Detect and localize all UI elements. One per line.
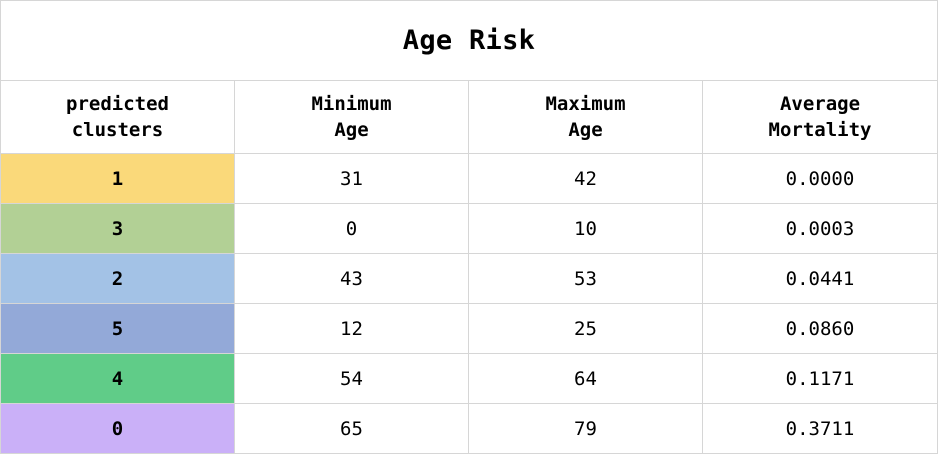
table-row: 5 12 25 0.0860 bbox=[1, 304, 937, 354]
table-row: 2 43 53 0.0441 bbox=[1, 254, 937, 304]
table-title: Age Risk bbox=[1, 1, 937, 81]
header-line: predicted bbox=[66, 93, 169, 115]
min-age-cell: 12 bbox=[235, 304, 469, 353]
table-row: 1 31 42 0.0000 bbox=[1, 154, 937, 204]
min-age-cell: 54 bbox=[235, 354, 469, 403]
header-line: Age bbox=[568, 119, 603, 141]
max-age-cell: 42 bbox=[469, 154, 703, 203]
table-body: 1 31 42 0.0000 3 0 10 0.0003 2 43 53 0.0… bbox=[1, 154, 937, 453]
min-age-cell: 0 bbox=[235, 204, 469, 253]
cluster-cell: 0 bbox=[1, 404, 235, 453]
table-row: 4 54 64 0.1171 bbox=[1, 354, 937, 404]
table-row: 0 65 79 0.3711 bbox=[1, 404, 937, 453]
avg-mortality-cell: 0.3711 bbox=[785, 417, 855, 440]
cluster-cell: 2 bbox=[1, 254, 235, 303]
table-row: 3 0 10 0.0003 bbox=[1, 204, 937, 254]
avg-mortality-cell: 0.0000 bbox=[785, 167, 855, 190]
max-age-cell: 64 bbox=[469, 354, 703, 403]
max-age-cell: 10 bbox=[469, 204, 703, 253]
header-minimum-age: Minimum Age bbox=[235, 81, 469, 153]
cluster-cell: 3 bbox=[1, 204, 235, 253]
max-age-cell: 25 bbox=[469, 304, 703, 353]
header-average-mortality: Average Mortality bbox=[703, 81, 937, 153]
avg-mortality-cell: 0.1171 bbox=[785, 367, 855, 390]
max-age-cell: 53 bbox=[469, 254, 703, 303]
cluster-cell: 1 bbox=[1, 154, 235, 203]
cluster-cell: 5 bbox=[1, 304, 235, 353]
min-age-cell: 31 bbox=[235, 154, 469, 203]
header-line: clusters bbox=[71, 119, 164, 141]
avg-mortality-cell: 0.0003 bbox=[785, 217, 855, 240]
header-maximum-age: Maximum Age bbox=[469, 81, 703, 153]
max-age-cell: 79 bbox=[469, 404, 703, 453]
header-line: Maximum bbox=[545, 93, 626, 115]
header-predicted-clusters: predicted clusters bbox=[1, 81, 235, 153]
avg-mortality-cell: 0.0441 bbox=[785, 267, 855, 290]
table-header-row: predicted clusters Minimum Age Maximum A… bbox=[1, 81, 937, 154]
min-age-cell: 43 bbox=[235, 254, 469, 303]
cluster-cell: 4 bbox=[1, 354, 235, 403]
header-line: Age bbox=[334, 119, 369, 141]
header-line: Mortality bbox=[768, 119, 872, 141]
avg-mortality-cell: 0.0860 bbox=[785, 317, 855, 340]
header-line: Minimum bbox=[311, 93, 392, 115]
min-age-cell: 65 bbox=[235, 404, 469, 453]
header-line: Average bbox=[779, 93, 861, 115]
